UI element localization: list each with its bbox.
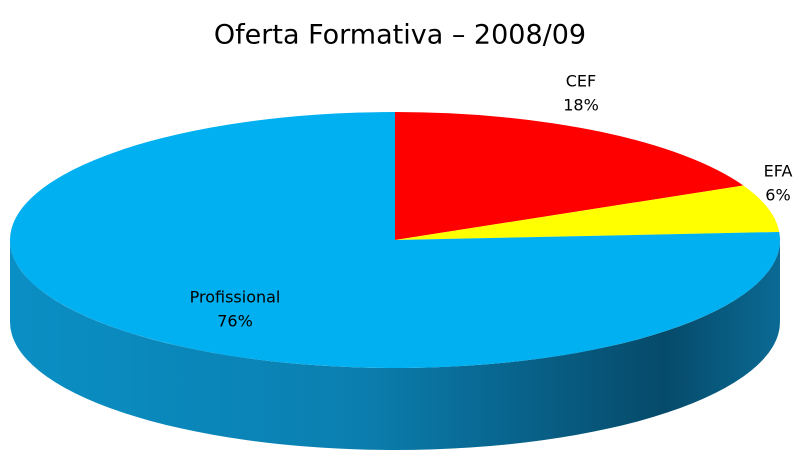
slice-side [10, 240, 780, 450]
slice [395, 185, 780, 240]
slice-label: Profissional [190, 288, 281, 307]
slice-value-label: 6% [765, 186, 790, 205]
slice [395, 112, 744, 240]
chart-title: Oferta Formativa – 2008/09 [214, 20, 586, 51]
slice-value-label: 18% [563, 96, 599, 115]
slice [9, 112, 781, 368]
slice-label: EFA [764, 162, 793, 181]
slice-value-label: 76% [217, 312, 253, 331]
slice-label: CEF [566, 72, 596, 91]
